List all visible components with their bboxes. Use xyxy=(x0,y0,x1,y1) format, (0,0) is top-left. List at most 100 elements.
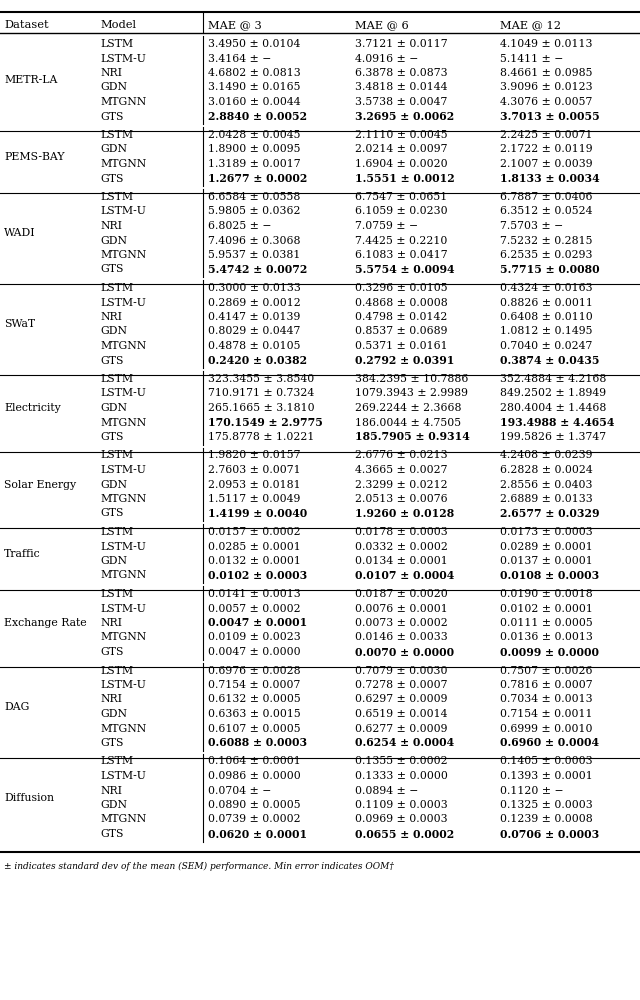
Text: 3.4164 ± −: 3.4164 ± − xyxy=(208,53,271,64)
Text: 1.3189 ± 0.0017: 1.3189 ± 0.0017 xyxy=(208,159,301,169)
Text: 0.0073 ± 0.0002: 0.0073 ± 0.0002 xyxy=(355,618,448,628)
Text: 4.2408 ± 0.0239: 4.2408 ± 0.0239 xyxy=(500,450,593,460)
Text: MTGNN: MTGNN xyxy=(100,159,147,169)
Text: 0.2420 ± 0.0382: 0.2420 ± 0.0382 xyxy=(208,355,307,366)
Text: 3.1490 ± 0.0165: 3.1490 ± 0.0165 xyxy=(208,83,301,93)
Text: 0.1355 ± 0.0002: 0.1355 ± 0.0002 xyxy=(355,756,447,766)
Text: NRI: NRI xyxy=(100,312,122,322)
Text: GTS: GTS xyxy=(100,647,124,657)
Text: LSTM-U: LSTM-U xyxy=(100,207,146,217)
Text: 4.6802 ± 0.0813: 4.6802 ± 0.0813 xyxy=(208,68,301,78)
Text: 1.6904 ± 0.0020: 1.6904 ± 0.0020 xyxy=(355,159,447,169)
Text: 323.3455 ± 3.8540: 323.3455 ± 3.8540 xyxy=(208,374,314,384)
Text: 2.1110 ± 0.0045: 2.1110 ± 0.0045 xyxy=(355,130,447,140)
Text: MTGNN: MTGNN xyxy=(100,814,147,824)
Text: Electricity: Electricity xyxy=(4,403,61,413)
Text: 0.6132 ± 0.0005: 0.6132 ± 0.0005 xyxy=(208,694,301,704)
Text: 0.7154 ± 0.0007: 0.7154 ± 0.0007 xyxy=(208,680,300,690)
Text: MAE @ 3: MAE @ 3 xyxy=(208,20,262,30)
Text: 0.0070 ± 0.0000: 0.0070 ± 0.0000 xyxy=(355,647,454,658)
Text: LSTM-U: LSTM-U xyxy=(100,680,146,690)
Text: 2.6577 ± 0.0329: 2.6577 ± 0.0329 xyxy=(500,508,600,519)
Text: 0.4868 ± 0.0008: 0.4868 ± 0.0008 xyxy=(355,298,448,308)
Text: 280.4004 ± 1.4468: 280.4004 ± 1.4468 xyxy=(500,403,606,413)
Text: 0.0289 ± 0.0001: 0.0289 ± 0.0001 xyxy=(500,542,593,552)
Text: 2.2425 ± 0.0071: 2.2425 ± 0.0071 xyxy=(500,130,593,140)
Text: 193.4988 ± 4.4654: 193.4988 ± 4.4654 xyxy=(500,417,614,428)
Text: 0.0969 ± 0.0003: 0.0969 ± 0.0003 xyxy=(355,814,447,824)
Text: 7.5703 ± −: 7.5703 ± − xyxy=(500,221,563,231)
Text: NRI: NRI xyxy=(100,221,122,231)
Text: 0.6254 ± 0.0004: 0.6254 ± 0.0004 xyxy=(355,738,454,748)
Text: 0.2869 ± 0.0012: 0.2869 ± 0.0012 xyxy=(208,298,301,308)
Text: 6.6584 ± 0.0558: 6.6584 ± 0.0558 xyxy=(208,192,300,202)
Text: 6.8025 ± −: 6.8025 ± − xyxy=(208,221,271,231)
Text: 1.2677 ± 0.0002: 1.2677 ± 0.0002 xyxy=(208,173,307,184)
Text: LSTM: LSTM xyxy=(100,450,133,460)
Text: GTS: GTS xyxy=(100,508,124,518)
Text: 0.0655 ± 0.0002: 0.0655 ± 0.0002 xyxy=(355,828,454,840)
Text: GDN: GDN xyxy=(100,709,127,719)
Text: 2.8840 ± 0.0052: 2.8840 ± 0.0052 xyxy=(208,111,307,122)
Text: 6.7547 ± 0.0651: 6.7547 ± 0.0651 xyxy=(355,192,447,202)
Text: 2.7603 ± 0.0071: 2.7603 ± 0.0071 xyxy=(208,465,301,475)
Text: 0.0986 ± 0.0000: 0.0986 ± 0.0000 xyxy=(208,771,301,781)
Text: 0.7507 ± 0.0026: 0.7507 ± 0.0026 xyxy=(500,666,593,676)
Text: 1.4199 ± 0.0040: 1.4199 ± 0.0040 xyxy=(208,508,307,519)
Text: 5.9537 ± 0.0381: 5.9537 ± 0.0381 xyxy=(208,250,300,260)
Text: 2.6889 ± 0.0133: 2.6889 ± 0.0133 xyxy=(500,494,593,504)
Text: 0.6999 ± 0.0010: 0.6999 ± 0.0010 xyxy=(500,724,593,734)
Text: 0.5371 ± 0.0161: 0.5371 ± 0.0161 xyxy=(355,341,447,351)
Text: GDN: GDN xyxy=(100,144,127,154)
Text: 6.7887 ± 0.0406: 6.7887 ± 0.0406 xyxy=(500,192,593,202)
Text: LSTM: LSTM xyxy=(100,130,133,140)
Text: 1.5117 ± 0.0049: 1.5117 ± 0.0049 xyxy=(208,494,300,504)
Text: 1079.3943 ± 2.9989: 1079.3943 ± 2.9989 xyxy=(355,388,468,398)
Text: Exchange Rate: Exchange Rate xyxy=(4,618,86,628)
Text: GDN: GDN xyxy=(100,556,127,566)
Text: 384.2395 ± 10.7886: 384.2395 ± 10.7886 xyxy=(355,374,468,384)
Text: 1.8133 ± 0.0034: 1.8133 ± 0.0034 xyxy=(500,173,600,184)
Text: 1.0812 ± 0.1495: 1.0812 ± 0.1495 xyxy=(500,326,593,336)
Text: DAG: DAG xyxy=(4,702,29,712)
Text: 0.0173 ± 0.0003: 0.0173 ± 0.0003 xyxy=(500,527,593,537)
Text: 0.3874 ± 0.0435: 0.3874 ± 0.0435 xyxy=(500,355,600,366)
Text: MAE @ 12: MAE @ 12 xyxy=(500,20,561,30)
Text: 0.1333 ± 0.0000: 0.1333 ± 0.0000 xyxy=(355,771,448,781)
Text: 0.0178 ± 0.0003: 0.0178 ± 0.0003 xyxy=(355,527,448,537)
Text: 1.5551 ± 0.0012: 1.5551 ± 0.0012 xyxy=(355,173,455,184)
Text: MTGNN: MTGNN xyxy=(100,633,147,643)
Text: 0.0111 ± 0.0005: 0.0111 ± 0.0005 xyxy=(500,618,593,628)
Text: GTS: GTS xyxy=(100,738,124,748)
Text: 0.0190 ± 0.0018: 0.0190 ± 0.0018 xyxy=(500,589,593,599)
Text: 0.0285 ± 0.0001: 0.0285 ± 0.0001 xyxy=(208,542,301,552)
Text: LSTM-U: LSTM-U xyxy=(100,388,146,398)
Text: 0.0136 ± 0.0013: 0.0136 ± 0.0013 xyxy=(500,633,593,643)
Text: 2.8556 ± 0.0403: 2.8556 ± 0.0403 xyxy=(500,480,593,489)
Text: 0.3296 ± 0.0105: 0.3296 ± 0.0105 xyxy=(355,283,447,293)
Text: 0.0107 ± 0.0004: 0.0107 ± 0.0004 xyxy=(355,570,454,581)
Text: MTGNN: MTGNN xyxy=(100,494,147,504)
Text: 3.2695 ± 0.0062: 3.2695 ± 0.0062 xyxy=(355,111,454,122)
Text: PEMS-BAY: PEMS-BAY xyxy=(4,152,65,162)
Text: 0.1120 ± −: 0.1120 ± − xyxy=(500,786,564,796)
Text: 0.6519 ± 0.0014: 0.6519 ± 0.0014 xyxy=(355,709,447,719)
Text: 2.1722 ± 0.0119: 2.1722 ± 0.0119 xyxy=(500,144,593,154)
Text: LSTM-U: LSTM-U xyxy=(100,465,146,475)
Text: 7.0759 ± −: 7.0759 ± − xyxy=(355,221,418,231)
Text: ± indicates standard dev of the mean (SEM) performance. Min error indicates OOM†: ± indicates standard dev of the mean (SE… xyxy=(4,861,394,871)
Text: 0.0146 ± 0.0033: 0.0146 ± 0.0033 xyxy=(355,633,448,643)
Text: 0.1325 ± 0.0003: 0.1325 ± 0.0003 xyxy=(500,800,593,810)
Text: 0.4798 ± 0.0142: 0.4798 ± 0.0142 xyxy=(355,312,447,322)
Text: 0.4147 ± 0.0139: 0.4147 ± 0.0139 xyxy=(208,312,300,322)
Text: 0.1393 ± 0.0001: 0.1393 ± 0.0001 xyxy=(500,771,593,781)
Text: 0.7034 ± 0.0013: 0.7034 ± 0.0013 xyxy=(500,694,593,704)
Text: 3.7013 ± 0.0055: 3.7013 ± 0.0055 xyxy=(500,111,600,122)
Text: Traffic: Traffic xyxy=(4,549,40,559)
Text: LSTM-U: LSTM-U xyxy=(100,603,146,613)
Text: Dataset: Dataset xyxy=(4,20,49,30)
Text: 710.9171 ± 0.7324: 710.9171 ± 0.7324 xyxy=(208,388,314,398)
Text: 5.5754 ± 0.0094: 5.5754 ± 0.0094 xyxy=(355,264,454,275)
Text: 1.9820 ± 0.0157: 1.9820 ± 0.0157 xyxy=(208,450,301,460)
Text: 0.0141 ± 0.0013: 0.0141 ± 0.0013 xyxy=(208,589,301,599)
